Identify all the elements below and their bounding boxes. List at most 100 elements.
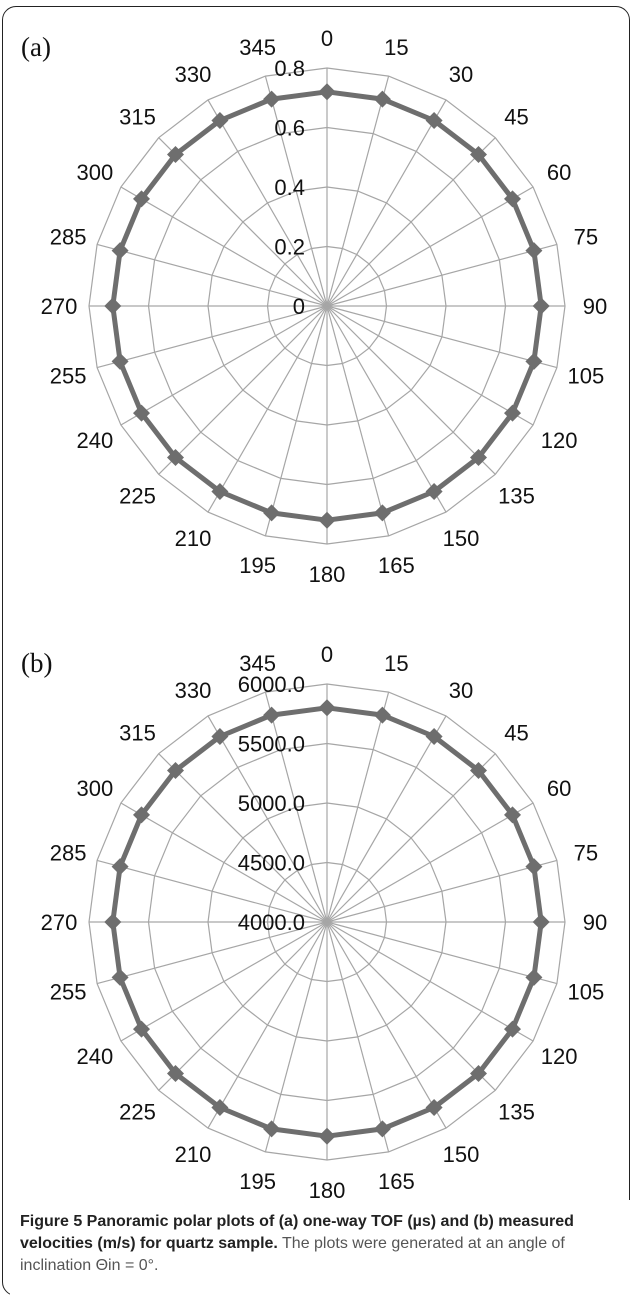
grid-spoke xyxy=(264,921,328,1153)
angle-label: 240 xyxy=(77,428,114,453)
radial-tick-label: 0.8 xyxy=(274,56,305,81)
angle-label: 285 xyxy=(50,841,87,866)
angle-label: 285 xyxy=(50,225,87,250)
grid-spoke xyxy=(326,753,496,923)
grid-spoke xyxy=(326,305,390,537)
grid-spoke xyxy=(326,859,558,923)
angle-label: 225 xyxy=(119,484,156,509)
data-point-marker xyxy=(211,1099,229,1116)
data-point-marker xyxy=(111,352,129,370)
grid-spoke xyxy=(326,305,496,475)
polar-plot-a-svg: 0 15 30 45 60 75 90 105 120 135 150 165 180 195 210 225… xyxy=(41,26,608,587)
data-point-marker xyxy=(525,858,543,876)
data-point-marker xyxy=(470,1065,487,1082)
data-point-marker xyxy=(504,1020,521,1038)
angle-label: 150 xyxy=(443,1142,480,1167)
angle-label: 105 xyxy=(568,979,605,1004)
grid-spoke xyxy=(96,243,328,307)
angle-label: 300 xyxy=(77,776,114,801)
data-point-marker xyxy=(532,297,550,315)
angle-label: 105 xyxy=(568,363,605,388)
grid-spoke xyxy=(264,75,328,307)
grid-spoke xyxy=(326,243,558,307)
data-point-marker xyxy=(167,146,184,163)
grid-spoke xyxy=(158,305,328,475)
angle-label: 30 xyxy=(449,678,473,703)
radial-tick-label: 4500.0 xyxy=(238,851,305,876)
data-point-marker xyxy=(373,706,391,724)
angle-label: 165 xyxy=(378,1169,415,1194)
grid-spoke xyxy=(326,305,558,369)
angle-label: 150 xyxy=(443,526,480,551)
data-point-marker xyxy=(111,968,129,986)
grid-spoke xyxy=(158,753,328,923)
angle-label: 0 xyxy=(321,642,333,667)
data-point-marker xyxy=(263,706,281,724)
grid-spoke xyxy=(120,802,328,923)
radial-tick-label: 0.2 xyxy=(274,235,305,260)
angle-label: 90 xyxy=(583,910,607,935)
grid-spoke xyxy=(158,921,328,1091)
data-point-marker xyxy=(211,112,229,129)
data-point-marker xyxy=(133,404,150,422)
panel-label-a: (a) xyxy=(21,32,51,62)
data-point-marker xyxy=(318,83,336,101)
data-point-marker xyxy=(133,190,150,208)
data-point-marker xyxy=(263,504,281,522)
grid-spoke xyxy=(264,305,328,537)
data-point-marker xyxy=(470,146,487,163)
radial-tick-label: 5500.0 xyxy=(238,732,305,757)
grid-spoke xyxy=(207,715,328,923)
angle-label: 75 xyxy=(574,841,598,866)
data-point-marker xyxy=(104,297,122,315)
radial-tick-label: 5000.0 xyxy=(238,791,305,816)
data-point-marker xyxy=(167,1065,184,1082)
angle-label: 165 xyxy=(378,553,415,578)
angle-label: 195 xyxy=(239,553,276,578)
angle-label: 60 xyxy=(547,160,571,185)
angle-label: 120 xyxy=(541,428,578,453)
angle-label: 345 xyxy=(239,651,276,676)
grid-spoke xyxy=(264,691,328,923)
grid-spoke xyxy=(326,802,534,923)
angle-label: 75 xyxy=(574,225,598,250)
angle-label: 135 xyxy=(498,1100,535,1125)
data-point-marker xyxy=(133,806,150,824)
panel-label-b: (b) xyxy=(21,648,53,678)
data-point-marker xyxy=(504,190,521,208)
polar-chart-a: (a) 0 15 30 45 60 75 90 105 120 135 150 165 180 195 21… xyxy=(0,0,633,600)
grid-spoke xyxy=(326,75,390,307)
polar-plot-b-svg: 0 15 30 45 60 75 90 105 120 135 150 165 180 195 210 225… xyxy=(41,642,608,1203)
angle-label: 345 xyxy=(239,35,276,60)
grid-a xyxy=(88,67,566,545)
grid-spoke xyxy=(96,859,328,923)
angle-label: 255 xyxy=(50,363,87,388)
grid-spoke xyxy=(326,305,447,513)
data-point-marker xyxy=(470,762,487,779)
angle-label: 180 xyxy=(309,562,346,587)
data-point-marker xyxy=(525,242,543,260)
data-point-marker xyxy=(111,858,129,876)
data-point-marker xyxy=(532,913,550,931)
grid-spoke xyxy=(326,715,447,923)
angle-label: 195 xyxy=(239,1169,276,1194)
frame-gap xyxy=(10,1200,633,1299)
angle-label: 210 xyxy=(175,526,212,551)
grid-spoke xyxy=(326,186,534,307)
radial-tick-label: 4000.0 xyxy=(238,910,305,935)
grid-spoke xyxy=(207,305,328,513)
grid-spoke xyxy=(207,921,328,1129)
angle-label: 255 xyxy=(50,979,87,1004)
angle-label: 330 xyxy=(175,62,212,87)
caption-bold-text: Figure 5 Panoramic polar plots of (a) on… xyxy=(20,1213,574,1252)
angle-label: 30 xyxy=(449,62,473,87)
grid-spoke xyxy=(326,305,534,426)
data-point-marker xyxy=(104,913,122,931)
data-point-marker xyxy=(373,504,391,522)
grid-spoke xyxy=(120,186,328,307)
data-point-marker xyxy=(425,112,443,129)
angle-label: 300 xyxy=(77,160,114,185)
data-point-marker xyxy=(425,1099,443,1116)
grid-spoke xyxy=(158,137,328,307)
data-point-marker xyxy=(504,404,521,422)
